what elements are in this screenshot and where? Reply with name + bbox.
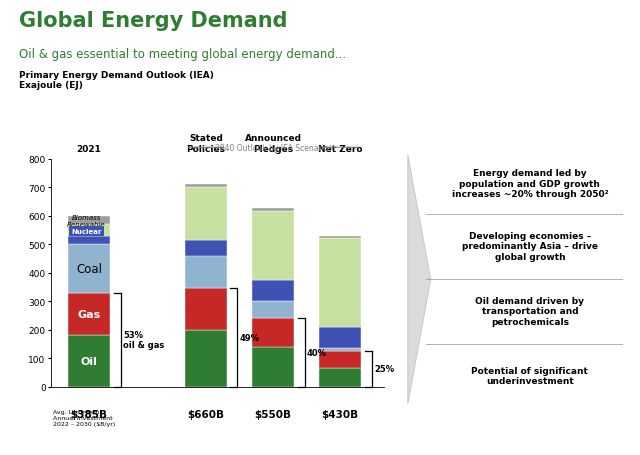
Text: 53%
oil & gas: 53% oil & gas	[123, 330, 164, 349]
Text: HESS: HESS	[572, 24, 609, 37]
Text: Coal: Coal	[76, 262, 102, 275]
Text: $430B: $430B	[322, 410, 359, 420]
Bar	[68, 236, 110, 244]
Text: 25%: 25%	[374, 364, 394, 374]
Text: Global Energy Demand: Global Energy Demand	[19, 11, 288, 31]
Text: Net Zero: Net Zero	[318, 145, 362, 153]
Bar	[68, 336, 110, 387]
Bar	[185, 288, 227, 330]
Text: Gas: Gas	[77, 309, 100, 319]
Bar	[319, 368, 361, 387]
Text: Stated
Policies: Stated Policies	[186, 134, 225, 153]
Bar	[252, 212, 294, 280]
Bar	[185, 185, 227, 187]
Bar	[252, 318, 294, 347]
Text: $660B: $660B	[188, 410, 225, 420]
Text: Announced
Pledges: Announced Pledges	[244, 134, 301, 153]
Text: Biomass: Biomass	[72, 215, 101, 221]
Text: $550B: $550B	[255, 410, 292, 420]
Text: Oil & gas essential to meeting global energy demand...: Oil & gas essential to meeting global en…	[19, 48, 346, 61]
Text: 2021: 2021	[77, 145, 102, 153]
Bar	[319, 327, 361, 349]
Bar	[252, 209, 294, 212]
Text: Primary Energy Demand Outlook (IEA)
Exajoule (EJ): Primary Energy Demand Outlook (IEA) Exaj…	[19, 71, 214, 90]
Text: 40%: 40%	[307, 348, 327, 357]
Bar	[319, 236, 361, 239]
Text: Hess favorably positioned with low breakeven as Guyana developments progress: Hess favorably positioned with low break…	[65, 434, 575, 444]
Text: Nuclear: Nuclear	[71, 229, 101, 235]
Text: 49%: 49%	[240, 333, 260, 342]
Text: Oil demand driven by
transportation and
petrochemicals: Oil demand driven by transportation and …	[476, 296, 584, 326]
Bar	[319, 239, 361, 327]
Text: Renewable: Renewable	[67, 222, 106, 228]
Text: Energy demand led by
population and GDP growth
increases ~20% through 2050²: Energy demand led by population and GDP …	[452, 169, 608, 199]
Text: 2040 Outlook by IEA Scenario¹: 2040 Outlook by IEA Scenario¹	[215, 143, 332, 152]
Bar	[252, 301, 294, 318]
Text: Potential of significant
underinvestment: Potential of significant underinvestment	[472, 366, 588, 385]
Bar	[68, 216, 110, 225]
Text: Developing economies –
predominantly Asia – drive
global growth: Developing economies – predominantly Asi…	[462, 231, 598, 261]
Bar	[68, 225, 110, 236]
Bar	[185, 330, 227, 387]
Text: Oil: Oil	[81, 356, 97, 366]
Bar	[319, 349, 361, 351]
Bar	[68, 293, 110, 336]
Bar	[252, 347, 294, 387]
Bar	[68, 245, 110, 293]
Bar	[185, 256, 227, 288]
Bar	[319, 351, 361, 368]
Bar	[252, 280, 294, 301]
Polygon shape	[408, 155, 431, 404]
Text: $385B: $385B	[70, 410, 108, 420]
Bar	[185, 187, 227, 240]
Text: Avg. Upstream
Annual Investment
2022 – 2030 ($B/yr): Avg. Upstream Annual Investment 2022 – 2…	[53, 410, 115, 426]
Bar	[185, 240, 227, 256]
